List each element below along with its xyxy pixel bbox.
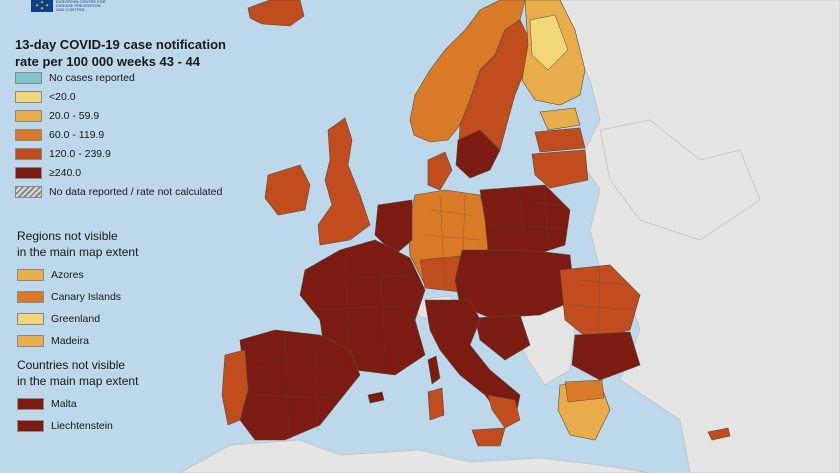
croatia [474,314,531,361]
denmark [427,151,453,191]
legend-swatch-20-59 [15,110,42,122]
lithuania [531,149,589,189]
legend-swatch-lt20 [15,91,42,103]
country-swatch-liechtenstein [17,420,44,432]
italy-south [487,394,521,429]
map-title-line-1: 13-day COVID-19 case notification [15,37,226,52]
region-label: Azores [51,269,84,281]
legend-label: 120.0 - 239.9 [49,148,111,160]
region-swatch-madeira [17,335,44,347]
portugal [221,349,249,426]
ecdc-logo: ✦ ✦ ✦ ✦ EUROPEAN CENTRE FOR DISEASE PREV… [31,0,106,12]
legend-swatch-120-239 [15,148,42,160]
non-eu-land-uk-russia [599,119,761,241]
legend-swatch-no-cases [15,72,42,84]
region-label: Canary Islands [51,291,122,303]
legend-swatch-gte240 [15,167,42,179]
romania [559,264,641,341]
great-britain [317,117,371,246]
country-swatch-malta [17,398,44,410]
country-label: Liechtenstein [51,420,113,432]
region-label: Madeira [51,335,89,347]
estonia [539,107,581,131]
central-europe [454,249,576,319]
legend-label: No cases reported [49,72,135,84]
logo-text: EUROPEAN CENTRE FOR DISEASE PREVENTION A… [56,0,106,12]
region-swatch-greenland [17,313,44,325]
legend-label: 60.0 - 119.9 [49,129,105,141]
benelux [374,199,413,256]
legend-label: No data reported / rate not calculated [49,186,223,198]
countries-heading-line-2: in the main map extent [17,374,139,388]
map-title: 13-day COVID-19 case notification rate p… [15,36,245,70]
countries-heading-line-1: Countries not visible [17,358,126,372]
sardinia [427,387,445,421]
regions-heading: Regions not visible in the main map exte… [17,228,217,260]
regions-heading-line-1: Regions not visible [17,229,118,243]
legend-label: ≥240.0 [49,167,82,179]
iceland [247,0,305,27]
balearic-islands [367,391,385,404]
ireland [264,164,311,216]
legend-label: 20.0 - 59.9 [49,110,100,122]
region-label: Greenland [51,313,101,325]
corsica [427,355,441,385]
legend-swatch-60-119 [15,129,42,141]
non-eu-land-south [179,439,651,473]
region-swatch-azores [17,269,44,281]
region-swatch-canary-islands [17,291,44,303]
bulgaria [571,331,641,381]
greece-north [564,379,605,403]
sicily [471,427,506,447]
country-label: Malta [51,398,77,410]
map-title-line-2: rate per 100 000 weeks 43 - 44 [15,54,201,69]
countries-heading: Countries not visible in the main map ex… [17,357,217,389]
latvia [534,127,586,153]
sweden-south [455,129,501,179]
eu-flag-icon: ✦ ✦ ✦ ✦ [31,0,53,12]
legend-label: <20.0 [49,91,76,103]
finland-north [529,14,569,71]
regions-heading-line-2: in the main map extent [17,245,139,259]
cyprus [707,427,731,441]
legend-swatch-no-data [15,186,42,198]
